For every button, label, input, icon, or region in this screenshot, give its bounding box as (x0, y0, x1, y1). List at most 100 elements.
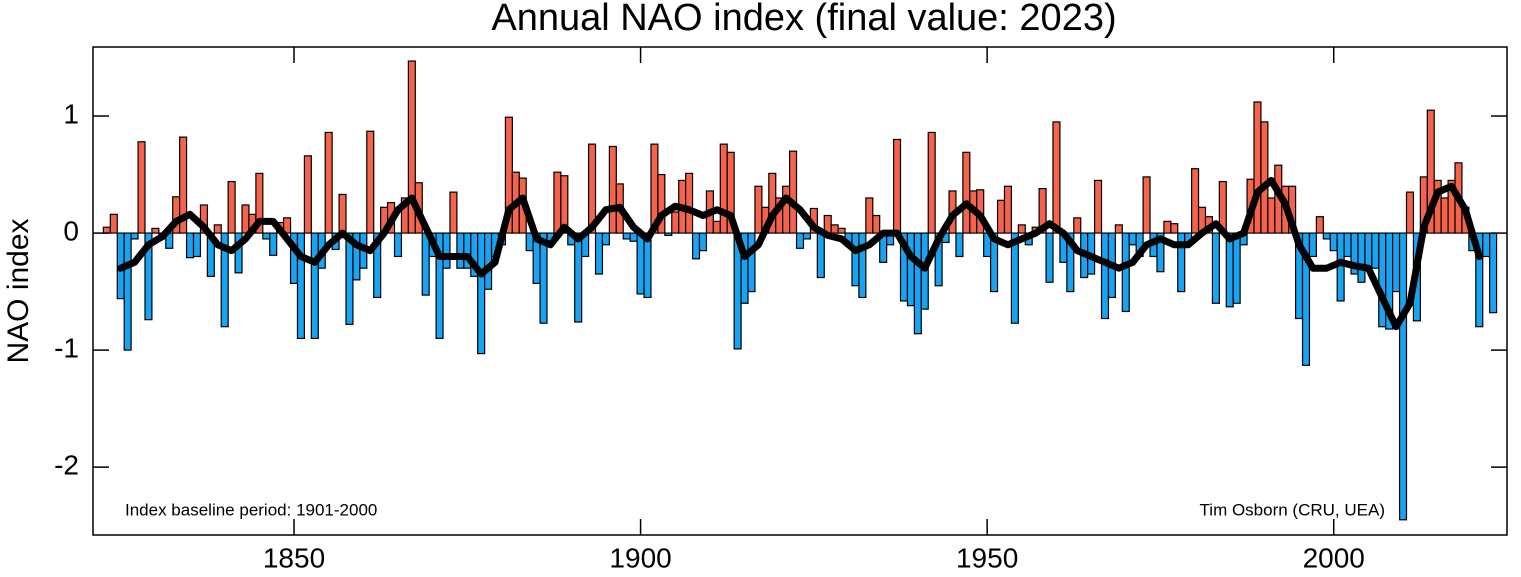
bar (1482, 232, 1491, 258)
bar (151, 227, 160, 234)
bar (255, 172, 264, 234)
bar (373, 232, 382, 299)
chart-title: Annual NAO index (final value: 2023) (491, 0, 1116, 39)
bar (1378, 232, 1387, 328)
bar (698, 232, 708, 252)
bar (664, 232, 673, 237)
plot-frame (92, 46, 1508, 536)
bar (1371, 232, 1380, 269)
bar (241, 204, 250, 234)
bar (137, 141, 146, 234)
bar (1426, 109, 1435, 234)
bar (269, 232, 278, 256)
bar (1253, 101, 1262, 234)
bar (629, 232, 638, 242)
bar (643, 232, 652, 299)
bar (449, 191, 458, 234)
bar (213, 224, 222, 234)
bar (1343, 232, 1352, 258)
bar (227, 180, 236, 234)
bar (691, 232, 701, 260)
y-tick-label: -2 (54, 450, 79, 481)
bar (594, 232, 604, 275)
bar (1322, 232, 1331, 240)
bar (1010, 232, 1019, 324)
bar (1267, 197, 1276, 234)
bar (1398, 232, 1408, 521)
bar (144, 232, 153, 321)
bar (865, 197, 874, 234)
bar (858, 232, 867, 299)
bar (608, 145, 617, 234)
bar (179, 136, 188, 234)
bar (1329, 232, 1338, 252)
bar (1211, 232, 1220, 304)
bar (1163, 220, 1172, 234)
bar (1392, 232, 1401, 293)
bar (560, 175, 569, 234)
bar (1073, 217, 1082, 234)
y-tick-label: 0 (63, 215, 79, 246)
bar (1308, 232, 1317, 258)
bar (830, 224, 839, 234)
bar (754, 185, 763, 234)
bar (1440, 197, 1449, 234)
bar (1405, 191, 1415, 234)
bar (1475, 232, 1484, 328)
y-axis-label: NAO index (2, 218, 35, 363)
bar (913, 232, 922, 335)
bar (802, 232, 811, 240)
bar (185, 232, 195, 259)
bar (421, 232, 430, 296)
bar (553, 171, 562, 234)
bar (1301, 232, 1311, 366)
bar (622, 232, 631, 240)
bar (1093, 179, 1103, 234)
bar (1003, 185, 1013, 234)
bar (837, 227, 846, 234)
bar (456, 232, 465, 269)
bar (1052, 121, 1061, 234)
bar (199, 204, 208, 234)
bar (109, 213, 118, 234)
bar (1038, 188, 1047, 234)
annotation: Tim Osborn (CRU, UEA) (1200, 500, 1385, 519)
bar (1191, 168, 1200, 234)
bar (296, 232, 306, 339)
bar (1260, 121, 1269, 234)
bar (816, 232, 825, 279)
bar (587, 143, 597, 234)
bar (1315, 216, 1324, 234)
bar (1225, 232, 1234, 308)
bar (712, 220, 721, 234)
bar (962, 151, 971, 234)
smooth-line (117, 176, 1483, 331)
bar (345, 232, 354, 325)
bar (1121, 232, 1130, 313)
bar (906, 232, 915, 307)
bar (283, 217, 292, 234)
bar (234, 232, 243, 274)
bar (539, 232, 548, 324)
bar (747, 232, 756, 293)
bar (435, 232, 444, 339)
bar (477, 232, 486, 355)
bar (719, 143, 728, 234)
bar (1232, 232, 1241, 304)
bar (1114, 224, 1123, 234)
bar (102, 226, 111, 234)
bar (782, 185, 791, 234)
bar (324, 131, 333, 234)
bar (671, 211, 680, 234)
bar (393, 232, 403, 258)
bar (996, 199, 1006, 234)
bar (636, 232, 645, 295)
bar (1045, 232, 1054, 283)
bar (1177, 232, 1186, 293)
y-tick-label: 1 (63, 98, 79, 129)
bar (685, 172, 694, 234)
bar (927, 131, 936, 234)
bar (795, 232, 805, 249)
